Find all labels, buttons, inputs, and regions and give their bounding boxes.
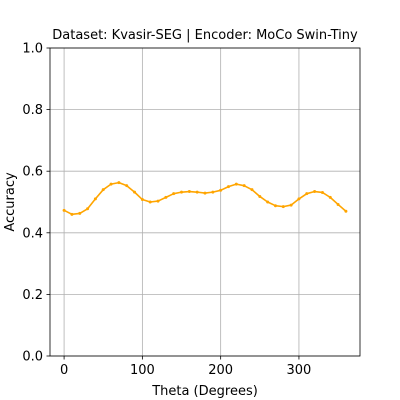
y-tick-label: 0.4 (22, 226, 43, 241)
data-point (62, 208, 66, 212)
x-tick-label: 300 (287, 363, 312, 378)
data-point (289, 203, 293, 207)
data-point (164, 195, 168, 199)
data-point (297, 197, 301, 201)
data-point (320, 190, 324, 194)
data-point (226, 185, 230, 189)
data-point (344, 209, 348, 213)
data-point (78, 211, 82, 215)
y-tick-label: 0.6 (22, 165, 43, 180)
data-point (242, 184, 246, 188)
data-point (328, 195, 332, 199)
y-tick-label: 0.2 (22, 288, 43, 303)
data-point (156, 199, 160, 203)
data-point (180, 190, 184, 194)
y-tick-label: 1.0 (22, 42, 43, 57)
data-point (336, 202, 340, 206)
data-point (86, 207, 90, 211)
x-tick-label: 200 (208, 363, 233, 378)
data-point (140, 198, 144, 202)
y-tick-label: 0.8 (22, 103, 43, 118)
data-point (109, 182, 113, 186)
data-point (234, 182, 238, 186)
data-point (148, 200, 152, 204)
axis-ticks: 0 100 200 300 0.0 0.2 0.4 0.6 0.8 1.0 (22, 42, 311, 379)
data-point (187, 190, 191, 194)
x-tick-label: 0 (60, 363, 68, 378)
data-point (219, 188, 223, 192)
data-point (305, 192, 309, 196)
data-point (195, 190, 199, 194)
data-point (250, 188, 254, 192)
series-layer (62, 181, 348, 216)
data-point (125, 184, 129, 188)
x-tick-label: 100 (130, 363, 155, 378)
data-point (101, 188, 105, 192)
data-point (133, 190, 137, 194)
x-axis-label: Theta (Degrees) (151, 384, 258, 399)
y-axis-label: Accuracy (3, 172, 18, 232)
data-point (258, 194, 262, 198)
data-point (273, 204, 277, 208)
data-point (172, 192, 176, 196)
data-point (93, 197, 97, 201)
data-point (266, 200, 270, 204)
data-point (70, 212, 74, 216)
y-tick-label: 0.0 (22, 350, 43, 365)
data-point (117, 181, 121, 185)
data-point (313, 190, 317, 194)
chart-title: Dataset: Kvasir-SEG | Encoder: MoCo Swin… (52, 28, 358, 43)
data-point (203, 191, 207, 195)
data-point (281, 205, 285, 209)
data-point (211, 190, 215, 194)
plot-frame (49, 47, 361, 357)
